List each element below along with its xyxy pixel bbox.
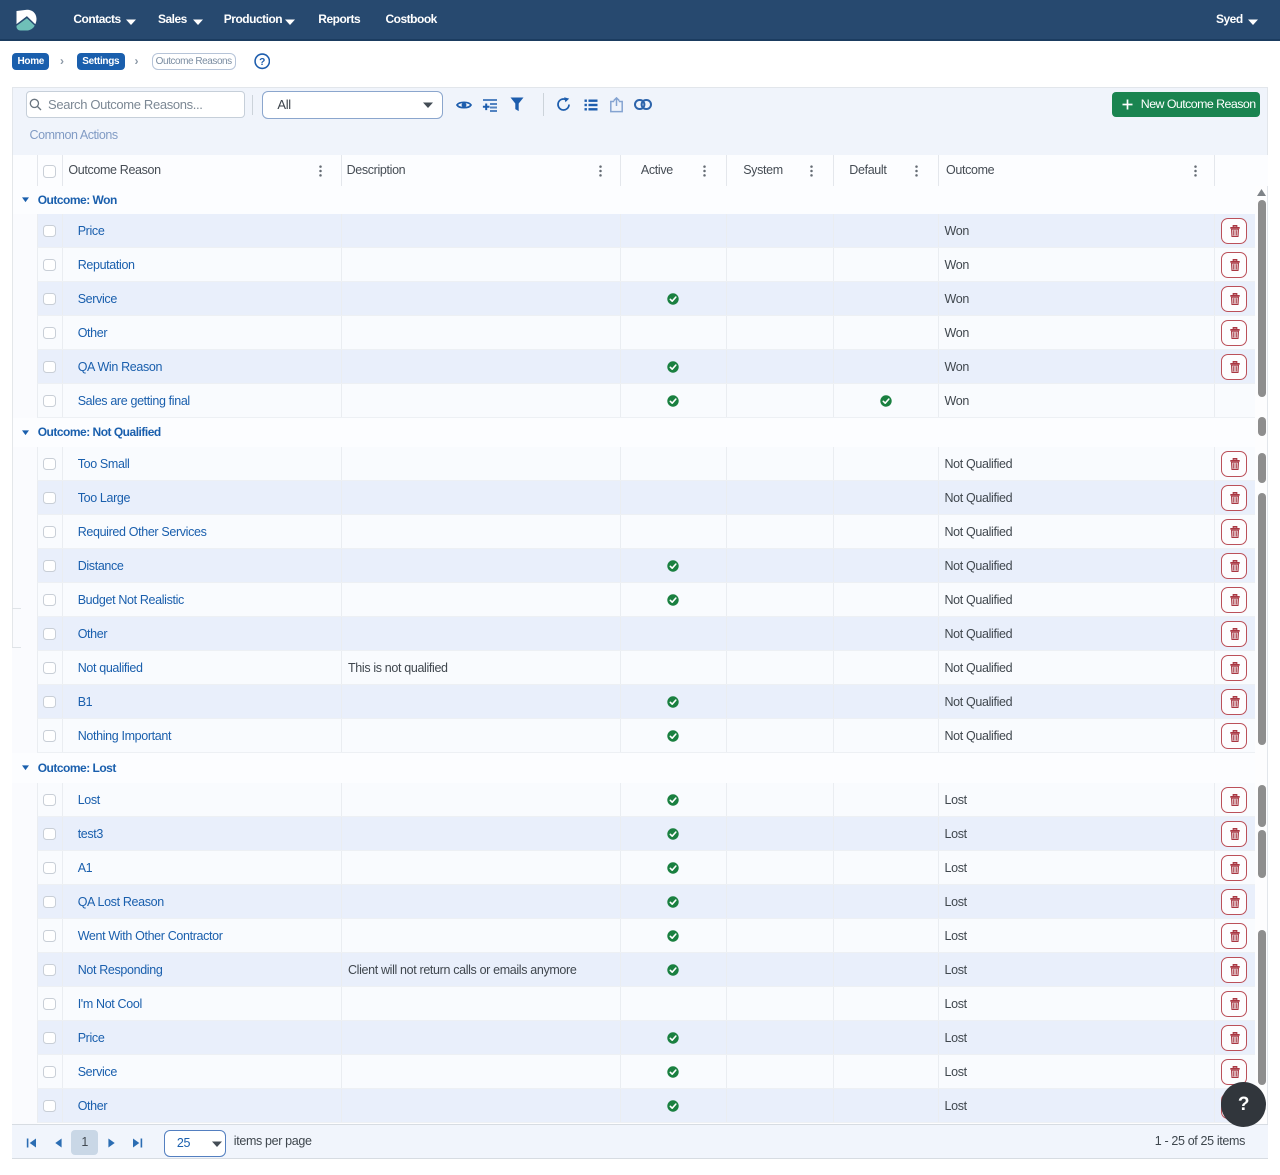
svg-text:?: ? — [259, 57, 265, 68]
